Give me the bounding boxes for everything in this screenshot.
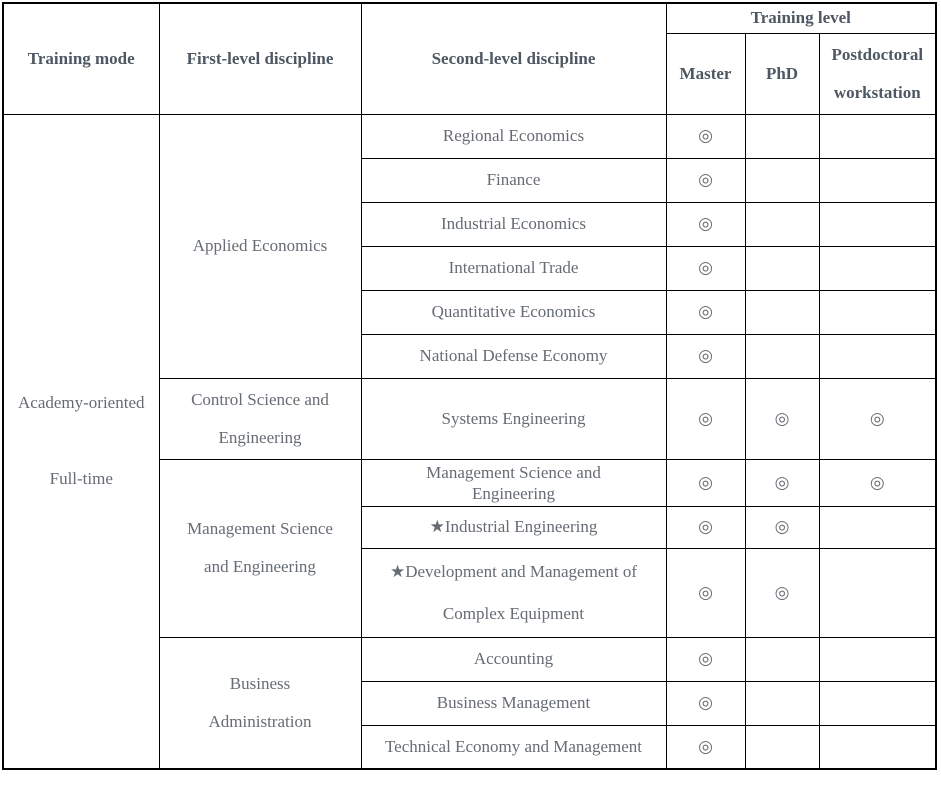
page-body: Training mode First-level discipline Sec… [2,2,938,770]
cell-second-level: Management Science and Engineering [360,458,667,507]
table-row: Business Management ◎ [3,680,937,726]
cell-second-level: ★Development and Management of Complex E… [360,547,667,638]
header-postdoctoral-workstation: Postdoctoral workstation [818,32,937,115]
mark-phd [744,289,820,335]
table-row: Quantitative Economics ◎ [3,289,937,335]
cell-second-level: Finance [360,157,667,203]
mark-phd: ◎ [744,458,820,507]
cell-second-level: Technical Economy and Management [360,724,667,770]
header-first-level-discipline: First-level discipline [158,2,362,115]
mark-phd: ◎ [744,547,820,638]
mark-master: ◎ [665,377,746,460]
mark-master: ◎ [665,113,746,159]
header-row-sub: Master PhD Postdoctoral workstation [3,32,937,115]
header-phd: PhD [744,32,820,115]
cell-second-level: Systems Engineering [360,377,667,460]
mark-postdoctoral [818,505,937,549]
mark-postdoctoral [818,680,937,726]
mark-phd [744,157,820,203]
mark-postdoctoral: ◎ [818,458,937,507]
mark-postdoctoral [818,113,937,159]
mark-postdoctoral [818,636,937,682]
mark-phd: ◎ [744,505,820,549]
mark-postdoctoral [818,724,937,770]
header-training-mode: Training mode [2,2,160,115]
header-master: Master [665,32,746,115]
mark-postdoctoral: ◎ [818,377,937,460]
mark-phd [744,245,820,291]
mark-phd [744,113,820,159]
mark-postdoctoral [818,333,937,379]
cell-second-level: Accounting [360,636,667,682]
cell-first-level-business-administration: Business Administration [158,636,362,770]
mark-phd [744,724,820,770]
disciplines-table: Training mode First-level discipline Sec… [2,2,938,770]
mark-master: ◎ [665,636,746,682]
mark-master: ◎ [665,724,746,770]
table-row: Finance ◎ [3,157,937,203]
cell-second-level: Quantitative Economics [360,289,667,335]
cell-second-level: Industrial Economics [360,201,667,247]
cell-second-level: Business Management [360,680,667,726]
table-row: Business Administration Accounting ◎ [3,636,937,770]
mark-postdoctoral [818,289,937,335]
header-second-level-discipline: Second-level discipline [360,2,667,115]
mark-master: ◎ [665,245,746,291]
table-row: International Trade ◎ [3,245,937,291]
cell-second-level: International Trade [360,245,667,291]
table-row: Control Science and Engineering Systems … [3,377,937,460]
cell-second-level: National Defense Economy [360,333,667,379]
mark-postdoctoral [818,547,937,638]
mark-master: ◎ [665,458,746,507]
table-row: Industrial Economics ◎ [3,201,937,247]
cell-first-level-control-science: Control Science and Engineering [158,377,362,460]
mark-master: ◎ [665,547,746,638]
mark-phd [744,333,820,379]
cell-second-level: Regional Economics [360,113,667,159]
header-row-top: Training mode First-level discipline Sec… [2,2,937,115]
cell-first-level-management-science: Management Science and Engineering [158,458,362,638]
mark-master: ◎ [665,201,746,247]
table-row: Management Science and Engineering Manag… [3,458,937,638]
mark-phd [744,680,820,726]
header-training-level: Training level [665,2,937,34]
table-row: Academy-oriented Full-time Applied Econo… [2,113,937,770]
mark-master: ◎ [665,289,746,335]
mark-master: ◎ [665,157,746,203]
table-row: ★Development and Management of Complex E… [3,547,937,638]
mark-postdoctoral [818,157,937,203]
mark-master: ◎ [665,333,746,379]
cell-second-level: ★Industrial Engineering [360,505,667,549]
mark-phd: ◎ [744,377,820,460]
cell-training-mode: Academy-oriented Full-time [2,113,160,770]
mark-master: ◎ [665,680,746,726]
cell-first-level-applied-economics: Applied Economics [158,113,362,379]
mark-postdoctoral [818,245,937,291]
mark-master: ◎ [665,505,746,549]
mark-phd [744,201,820,247]
mark-postdoctoral [818,201,937,247]
mark-phd [744,636,820,682]
table-row: Technical Economy and Management ◎ [3,724,937,770]
